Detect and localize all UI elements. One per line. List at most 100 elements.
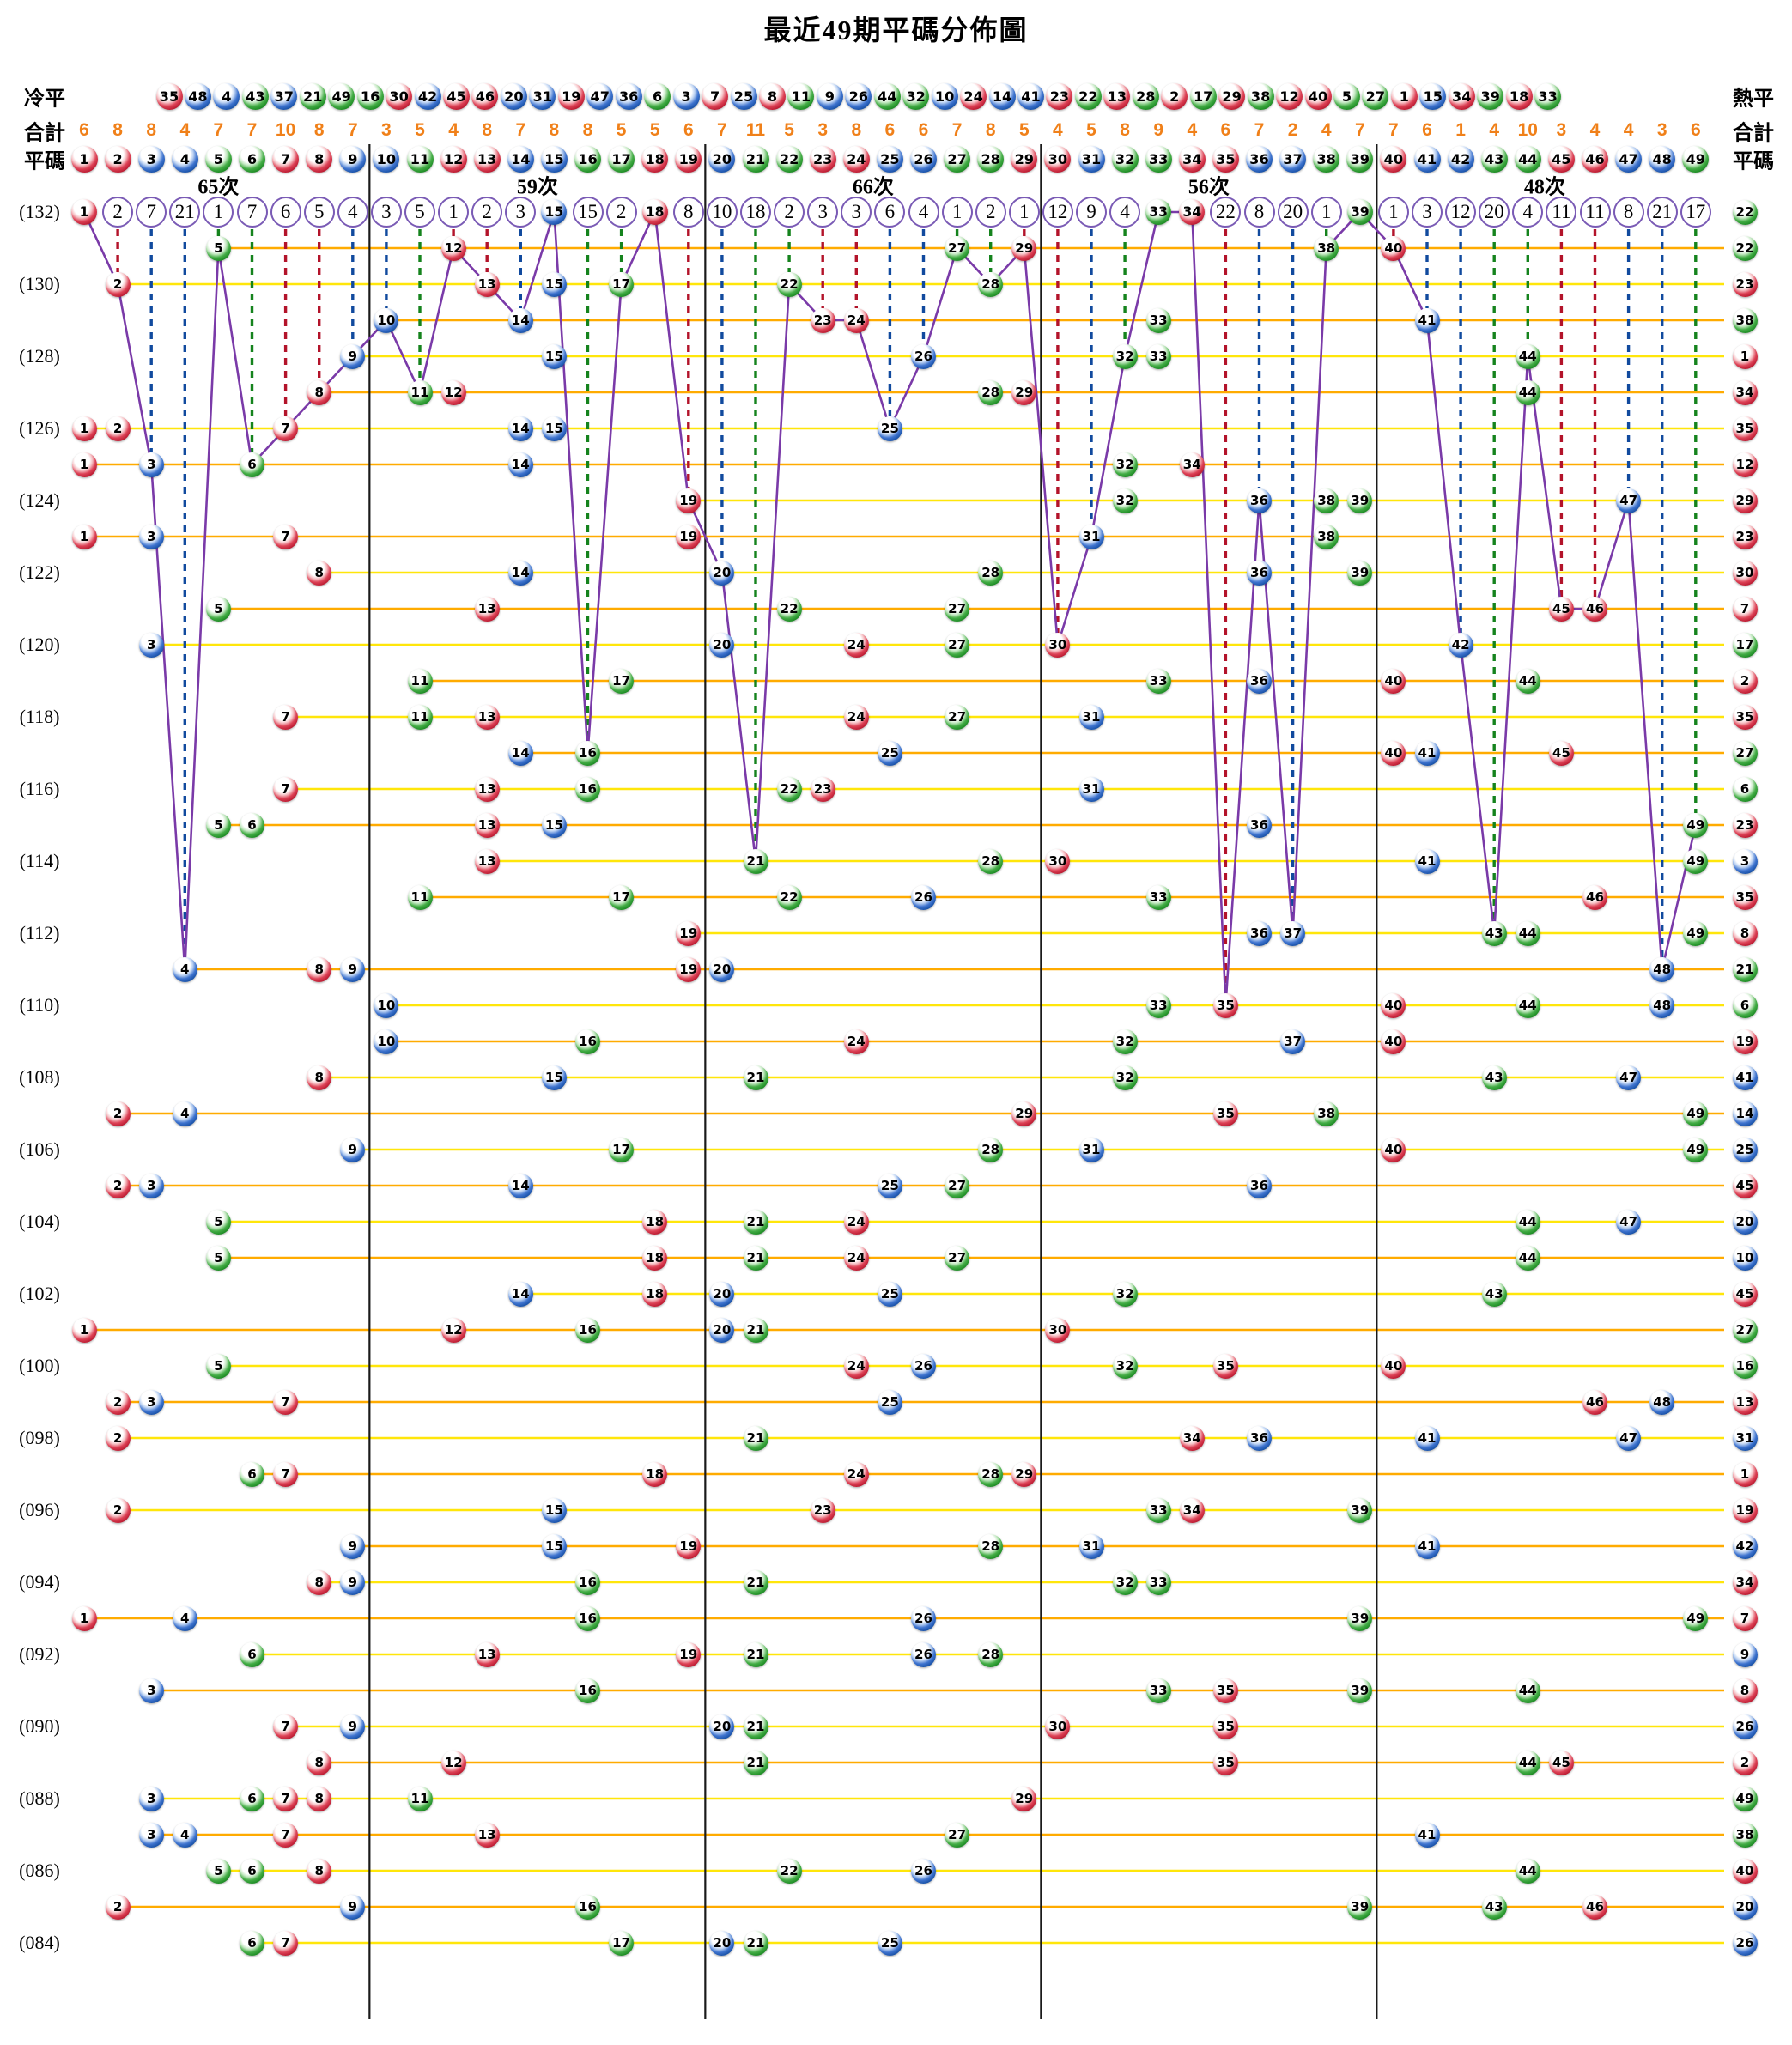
cold-ball-37: 37 <box>270 82 298 110</box>
grid-ball-p93-1: 1 <box>71 1605 97 1631</box>
grid-ball-p120-42: 42 <box>1448 632 1473 658</box>
grid-ball-p100-26: 26 <box>911 1353 936 1379</box>
grid-ball-p109-24: 24 <box>843 1029 869 1054</box>
grid-ball-p117-25: 25 <box>877 740 902 766</box>
grid-ball-p128-44: 44 <box>1515 343 1540 369</box>
grid-ball-p92-26: 26 <box>911 1641 936 1667</box>
grid-ball-p126-14: 14 <box>507 416 533 441</box>
grid-ball-p128-32: 32 <box>1112 343 1138 369</box>
row-label-92: (092) <box>19 1643 60 1665</box>
grid-ball-p110-48: 48 <box>1649 992 1675 1018</box>
grid-ball-p99-7: 7 <box>273 1389 299 1415</box>
grid-ball-p91-35: 35 <box>1212 1678 1238 1703</box>
grid-ball-p106-40: 40 <box>1381 1137 1406 1162</box>
cold-ball-45: 45 <box>443 82 470 110</box>
grid-ball-p94-16: 16 <box>575 1569 600 1595</box>
grid-ball-p106-9: 9 <box>340 1137 366 1162</box>
number-ball-39: 39 <box>1346 145 1374 173</box>
total-value-31: 5 <box>1086 120 1096 140</box>
grid-ball-p101-20: 20 <box>709 1317 735 1343</box>
grid-ball-p123-7: 7 <box>273 524 299 549</box>
grid-ball-p100-35: 35 <box>1212 1353 1238 1379</box>
miss-circle-35: 22 <box>1210 197 1242 228</box>
grid-ball-p111-4: 4 <box>172 956 197 982</box>
grid-ball-p94-32: 32 <box>1112 1569 1138 1595</box>
grid-ball-p122-8: 8 <box>307 560 332 586</box>
grid-ball-p131-29: 29 <box>1011 235 1037 261</box>
grid-ball-p121-27: 27 <box>945 596 970 622</box>
miss-circle-44: 4 <box>1512 197 1544 228</box>
cold-ball-35: 35 <box>155 82 183 110</box>
grid-ball-p100-5: 5 <box>205 1353 231 1379</box>
total-value-30: 4 <box>1053 120 1063 140</box>
grid-ball-p128-9: 9 <box>340 343 366 369</box>
grid-ball-p99-2: 2 <box>105 1389 131 1415</box>
miss-circle-36: 8 <box>1243 197 1275 228</box>
miss-circle-14: 3 <box>505 197 537 228</box>
grid-ball-p86-22: 22 <box>776 1858 802 1884</box>
total-value-39: 7 <box>1354 120 1365 140</box>
grid-ball-p130-13: 13 <box>474 271 500 297</box>
latest-ball-34: 34 <box>1179 199 1206 225</box>
grid-ball-p113-17: 17 <box>609 884 635 910</box>
total-value-37: 2 <box>1287 120 1298 140</box>
total-value-25: 6 <box>884 120 896 140</box>
grid-ball-p116-31: 31 <box>1078 776 1104 802</box>
miss-circle-8: 5 <box>303 197 335 228</box>
total-value-21: 11 <box>745 120 766 140</box>
grid-ball-p97-29: 29 <box>1011 1461 1037 1487</box>
grid-ball-p118-31: 31 <box>1078 704 1104 730</box>
latest-ball-39: 39 <box>1346 199 1373 225</box>
grid-ball-p87-3: 3 <box>138 1822 164 1848</box>
special-ball-p120: 17 <box>1732 632 1758 658</box>
grid-ball-p97-28: 28 <box>978 1461 1004 1487</box>
number-ball-10: 10 <box>373 145 400 173</box>
special-ball-p126: 35 <box>1732 416 1758 441</box>
special-ball-p90: 26 <box>1732 1714 1758 1739</box>
grid-ball-p96-15: 15 <box>541 1497 567 1523</box>
grid-ball-p124-47: 47 <box>1616 488 1642 513</box>
miss-circle-3: 7 <box>136 197 167 228</box>
grid-ball-p118-24: 24 <box>843 704 869 730</box>
cold-ball-31: 31 <box>529 82 556 110</box>
grid-ball-p122-20: 20 <box>709 560 735 586</box>
special-ball-p109: 19 <box>1732 1029 1758 1054</box>
grid-ball-p115-15: 15 <box>541 812 567 838</box>
grid-ball-p89-35: 35 <box>1212 1750 1238 1775</box>
total-value-46: 4 <box>1589 120 1601 140</box>
miss-circle-30: 12 <box>1042 197 1073 228</box>
grid-ball-p90-7: 7 <box>273 1714 299 1739</box>
cold-ball-36: 36 <box>615 82 642 110</box>
special-ball-p122: 30 <box>1732 560 1758 586</box>
number-ball-16: 16 <box>574 145 601 173</box>
miss-circle-46: 11 <box>1579 197 1611 228</box>
grid-ball-p131-12: 12 <box>440 235 466 261</box>
grid-ball-p102-14: 14 <box>507 1281 533 1307</box>
number-ball-6: 6 <box>239 145 265 173</box>
cold-ball-28: 28 <box>1132 82 1159 110</box>
cold-ball-41: 41 <box>1017 82 1044 110</box>
cold-ball-24: 24 <box>960 82 987 110</box>
number-ball-11: 11 <box>406 145 434 173</box>
grid-ball-p114-49: 49 <box>1683 848 1709 874</box>
total-value-18: 5 <box>649 120 660 140</box>
grid-ball-p85-16: 16 <box>575 1894 600 1920</box>
grid-ball-p117-45: 45 <box>1548 740 1574 766</box>
grid-ball-p93-4: 4 <box>172 1605 197 1631</box>
number-ball-22: 22 <box>775 145 803 173</box>
grid-ball-p110-44: 44 <box>1515 992 1540 1018</box>
total-value-19: 6 <box>683 120 694 140</box>
grid-ball-p103-44: 44 <box>1515 1245 1540 1271</box>
grid-ball-p123-1: 1 <box>71 524 97 549</box>
number-ball-2: 2 <box>104 145 131 173</box>
grid-ball-p104-21: 21 <box>743 1209 768 1235</box>
miss-circle-22: 2 <box>774 197 805 228</box>
row-label-126: (126) <box>19 417 60 439</box>
miss-circle-26: 4 <box>908 197 939 228</box>
miss-circle-37: 20 <box>1277 197 1309 228</box>
grid-ball-p94-33: 33 <box>1145 1569 1171 1595</box>
grid-ball-p112-49: 49 <box>1683 920 1709 946</box>
special-ball-p99: 13 <box>1732 1389 1758 1415</box>
grid-ball-p88-11: 11 <box>407 1786 433 1811</box>
special-ball-p92: 9 <box>1732 1641 1758 1667</box>
